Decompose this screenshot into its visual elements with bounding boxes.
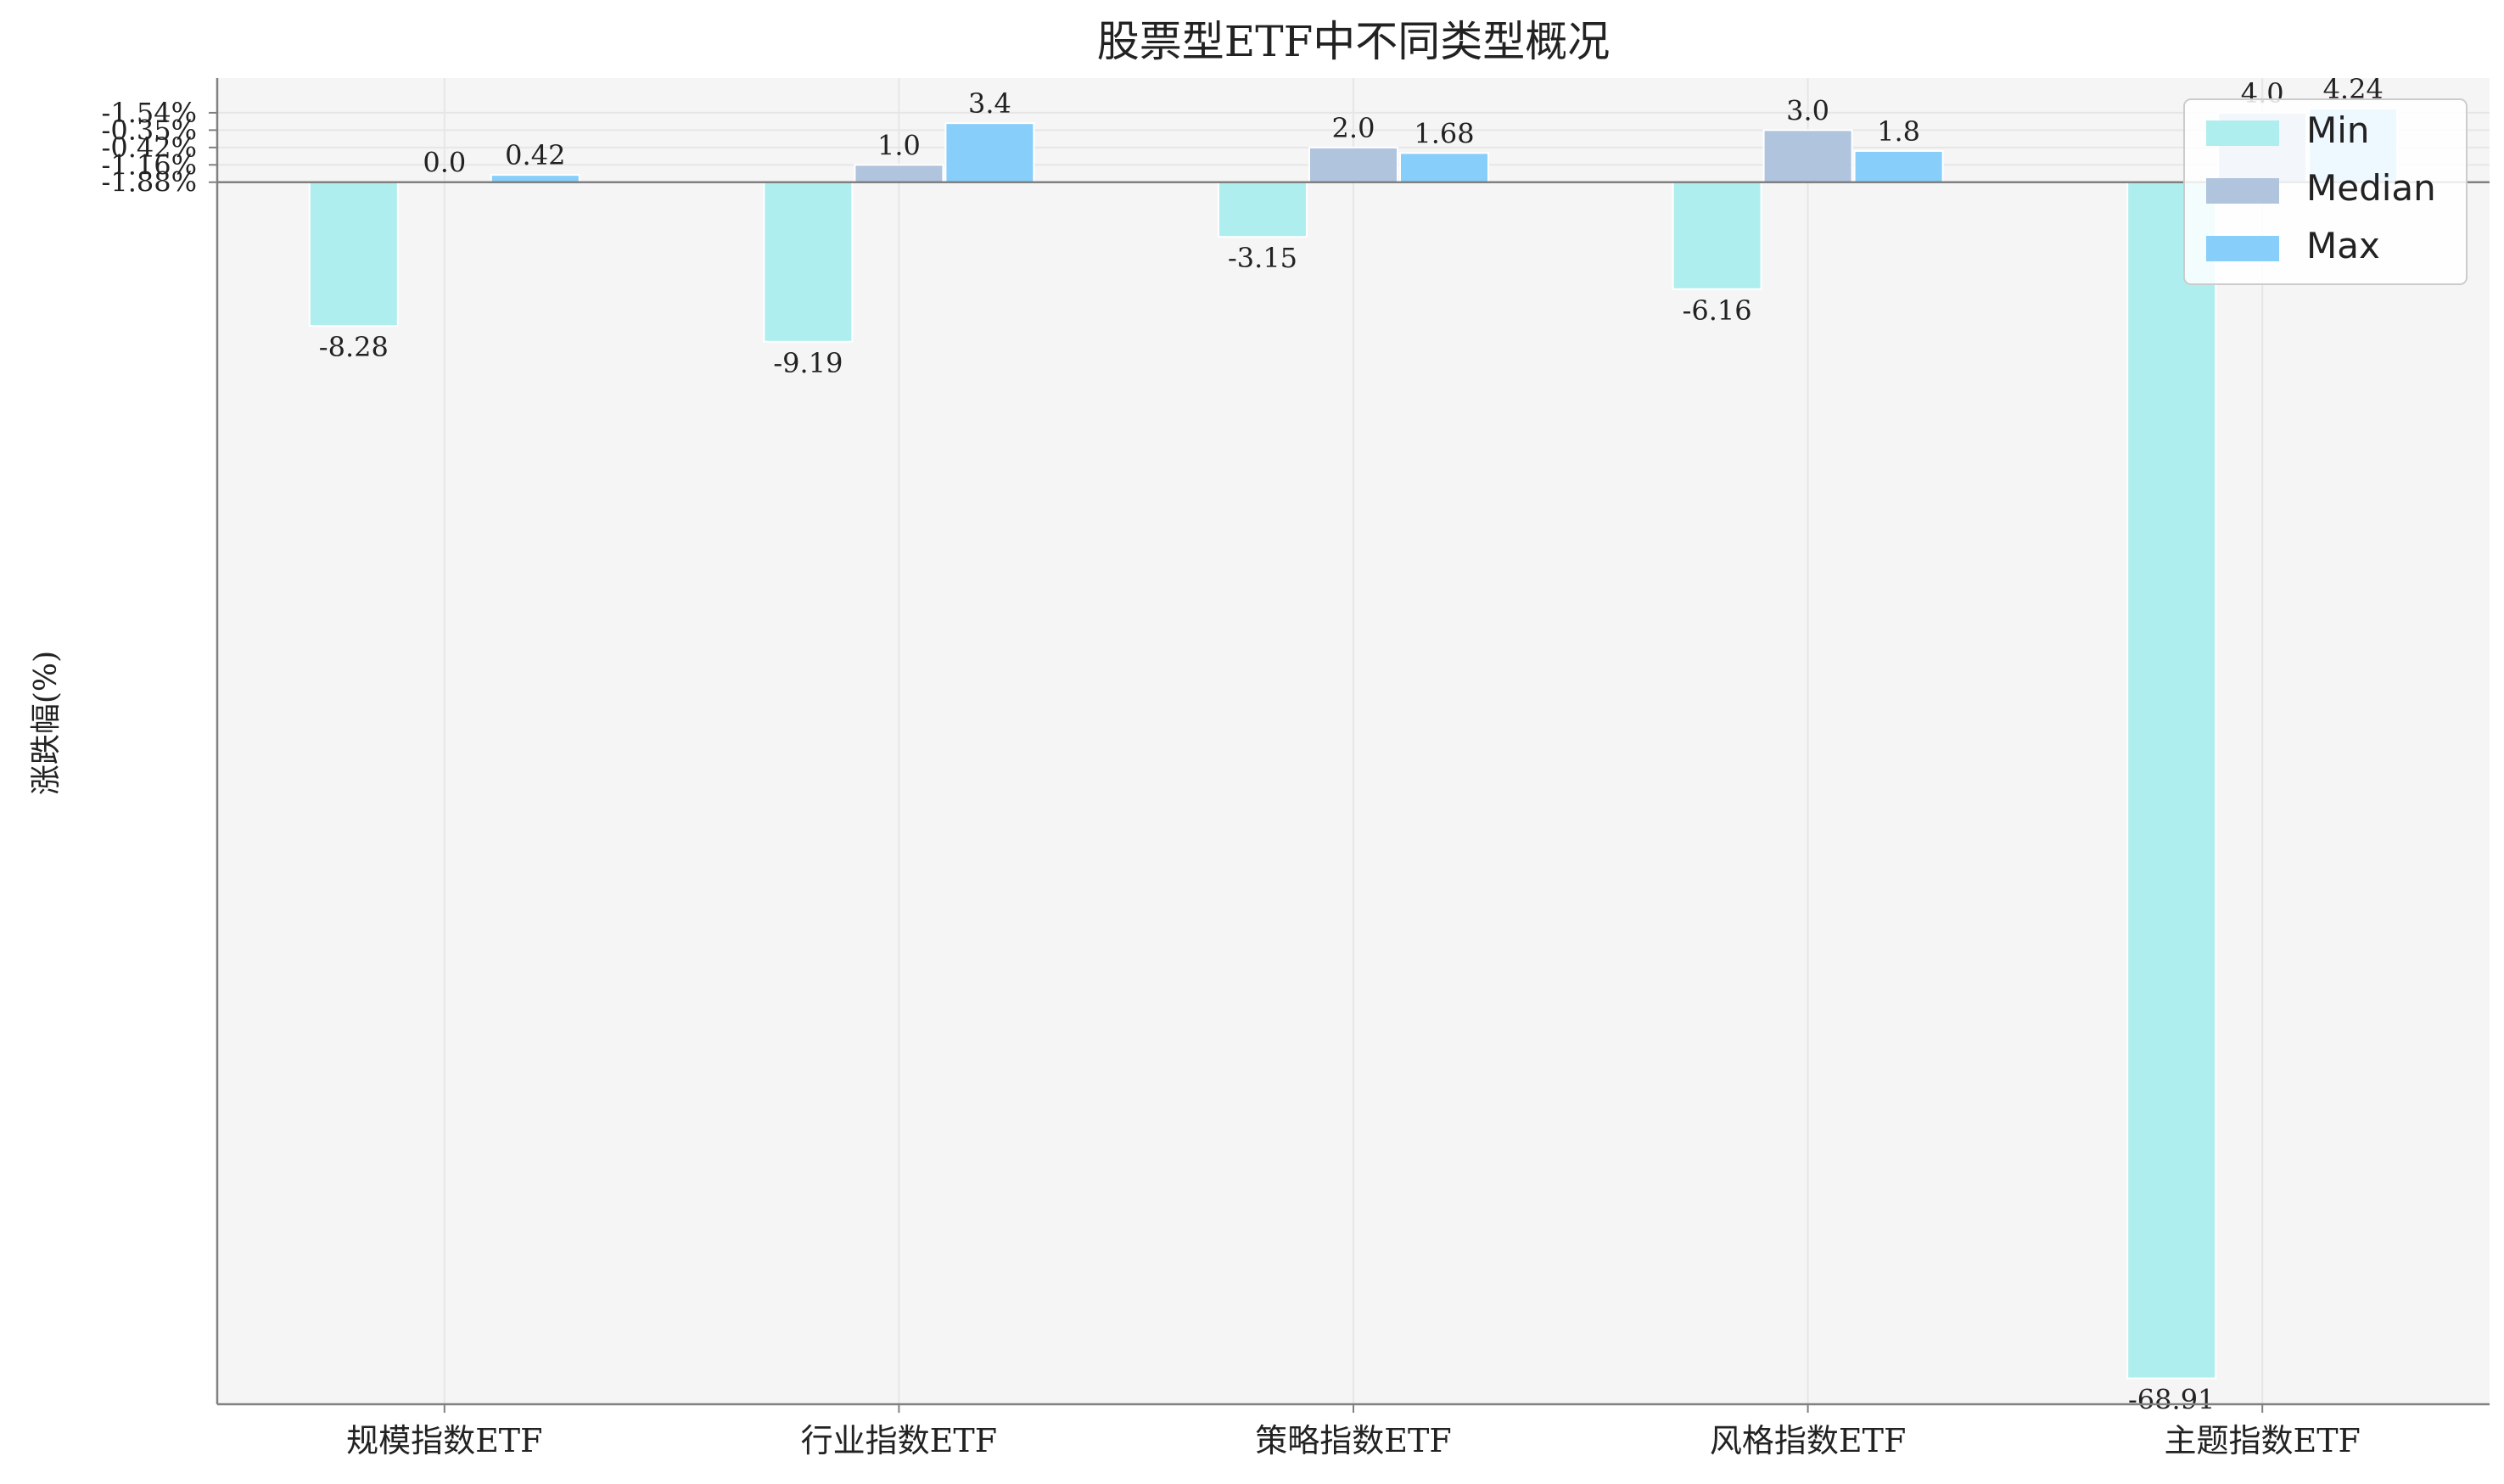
legend-swatch-median xyxy=(2206,178,2279,204)
y-tick-label: -0.35% xyxy=(102,114,197,146)
y-tick-label: -1.16% xyxy=(102,148,197,181)
y-tick-label: -1.88% xyxy=(102,166,197,199)
bar-median-3 xyxy=(1762,129,1853,183)
bar-min-3 xyxy=(1672,181,1762,290)
y-tick-label: -0.42% xyxy=(102,132,197,164)
x-tick-label: 风格指数ETF xyxy=(1710,1422,1906,1459)
chart-title: 股票型ETF中不同类型概况 xyxy=(1097,17,1611,66)
value-label: -8.28 xyxy=(319,331,389,363)
value-label: 1.8 xyxy=(1877,115,1920,148)
value-label: -3.15 xyxy=(1228,242,1297,274)
bar-median-2 xyxy=(1308,146,1398,183)
bar-min-1 xyxy=(763,181,854,343)
x-tick-label: 规模指数ETF xyxy=(346,1422,542,1459)
y-axis-label: 涨跌幅(%) xyxy=(29,651,64,795)
bar-median-1 xyxy=(854,164,944,183)
value-label: 3.4 xyxy=(968,87,1011,120)
value-label: 1.68 xyxy=(1414,117,1474,149)
legend-label-median: Median xyxy=(2306,167,2436,209)
value-label: -9.19 xyxy=(773,347,843,379)
bar-max-0 xyxy=(490,174,580,183)
x-tick-label: 主题指数ETF xyxy=(2164,1422,2360,1459)
legend-label-min: Min xyxy=(2306,109,2370,151)
bars xyxy=(308,108,2399,1380)
y-tick-label: -1.54% xyxy=(102,97,197,129)
bar-max-3 xyxy=(1853,149,1944,183)
value-label: 1.0 xyxy=(877,129,921,161)
x-tick-label: 策略指数ETF xyxy=(1255,1422,1451,1459)
value-label: -68.91 xyxy=(2128,1384,2215,1416)
value-labels: -8.28 -9.19-3.15-6.16-68.910.01.02.03.04.… xyxy=(319,73,2384,1416)
bar-min-4 xyxy=(2126,181,2217,1380)
bar-max-2 xyxy=(1399,152,1489,183)
legend-swatch-max xyxy=(2206,236,2279,261)
y-tick-labels: -1.88%-1.16%-0.42%-0.35%-1.54% xyxy=(102,97,217,199)
legend: Min Median Max xyxy=(2183,98,2468,285)
value-label: 2.0 xyxy=(1332,112,1375,144)
bar-min-2 xyxy=(1218,181,1308,238)
value-label: -6.16 xyxy=(1683,294,1752,327)
x-tick-labels: 规模指数ETF 行业指数ETF 策略指数ETF 风格指数ETF 主题指数ETF xyxy=(346,1404,2361,1459)
legend-swatch-min xyxy=(2206,120,2279,146)
legend-label-max: Max xyxy=(2306,225,2380,266)
value-label: 0.42 xyxy=(505,139,565,171)
bar-max-1 xyxy=(944,122,1035,183)
bar-min-0 xyxy=(308,181,399,328)
x-tick-label: 行业指数ETF xyxy=(801,1422,997,1459)
value-label: 0.0 xyxy=(423,147,466,179)
value-label: 3.0 xyxy=(1786,94,1829,126)
